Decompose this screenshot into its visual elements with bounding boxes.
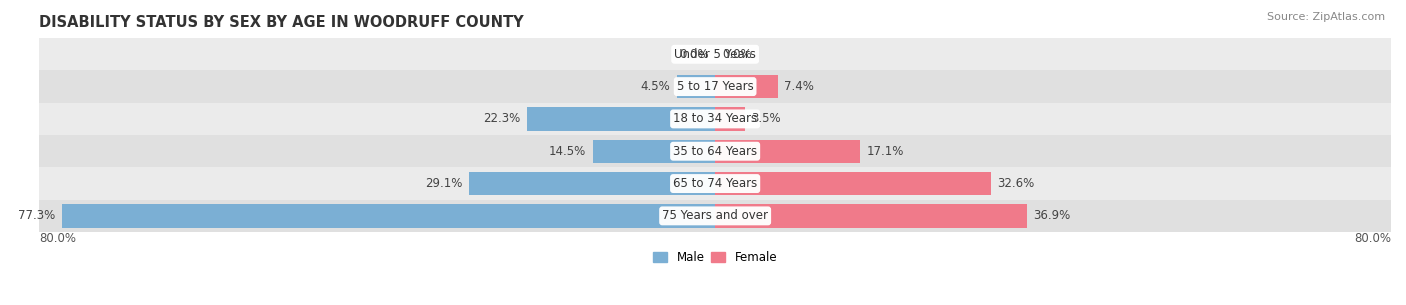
Text: 36.9%: 36.9% (1033, 209, 1071, 222)
Legend: Male, Female: Male, Female (648, 246, 782, 269)
Bar (62, 204, 716, 228)
Text: 0.0%: 0.0% (679, 48, 709, 61)
Text: 5 to 17 Years: 5 to 17 Years (676, 80, 754, 93)
Text: 80.0%: 80.0% (39, 232, 76, 245)
Bar (716, 75, 778, 98)
Bar (716, 204, 1026, 228)
Text: DISABILITY STATUS BY SEX BY AGE IN WOODRUFF COUNTY: DISABILITY STATUS BY SEX BY AGE IN WOODR… (39, 15, 524, 30)
Bar (39, 200, 1391, 232)
Text: 4.5%: 4.5% (641, 80, 671, 93)
Text: 22.3%: 22.3% (482, 113, 520, 125)
Bar (593, 140, 716, 163)
Text: Source: ZipAtlas.com: Source: ZipAtlas.com (1267, 12, 1385, 22)
Text: 7.4%: 7.4% (785, 80, 814, 93)
Bar (39, 167, 1391, 200)
Bar (470, 172, 716, 195)
Text: 75 Years and over: 75 Years and over (662, 209, 768, 222)
Text: Under 5 Years: Under 5 Years (675, 48, 756, 61)
Bar (39, 70, 1391, 103)
Text: 32.6%: 32.6% (997, 177, 1035, 190)
Bar (39, 103, 1391, 135)
Bar (716, 107, 745, 131)
Text: 80.0%: 80.0% (1354, 232, 1391, 245)
Text: 29.1%: 29.1% (425, 177, 463, 190)
Text: 35 to 64 Years: 35 to 64 Years (673, 145, 758, 158)
Text: 18 to 34 Years: 18 to 34 Years (673, 113, 758, 125)
Bar (39, 135, 1391, 167)
Bar (678, 75, 716, 98)
Bar (39, 38, 1391, 70)
Bar (716, 172, 991, 195)
Bar (527, 107, 716, 131)
Text: 65 to 74 Years: 65 to 74 Years (673, 177, 758, 190)
Text: 77.3%: 77.3% (18, 209, 55, 222)
Text: 0.0%: 0.0% (721, 48, 752, 61)
Text: 3.5%: 3.5% (751, 113, 782, 125)
Text: 14.5%: 14.5% (548, 145, 586, 158)
Text: 17.1%: 17.1% (866, 145, 904, 158)
Bar (716, 140, 859, 163)
